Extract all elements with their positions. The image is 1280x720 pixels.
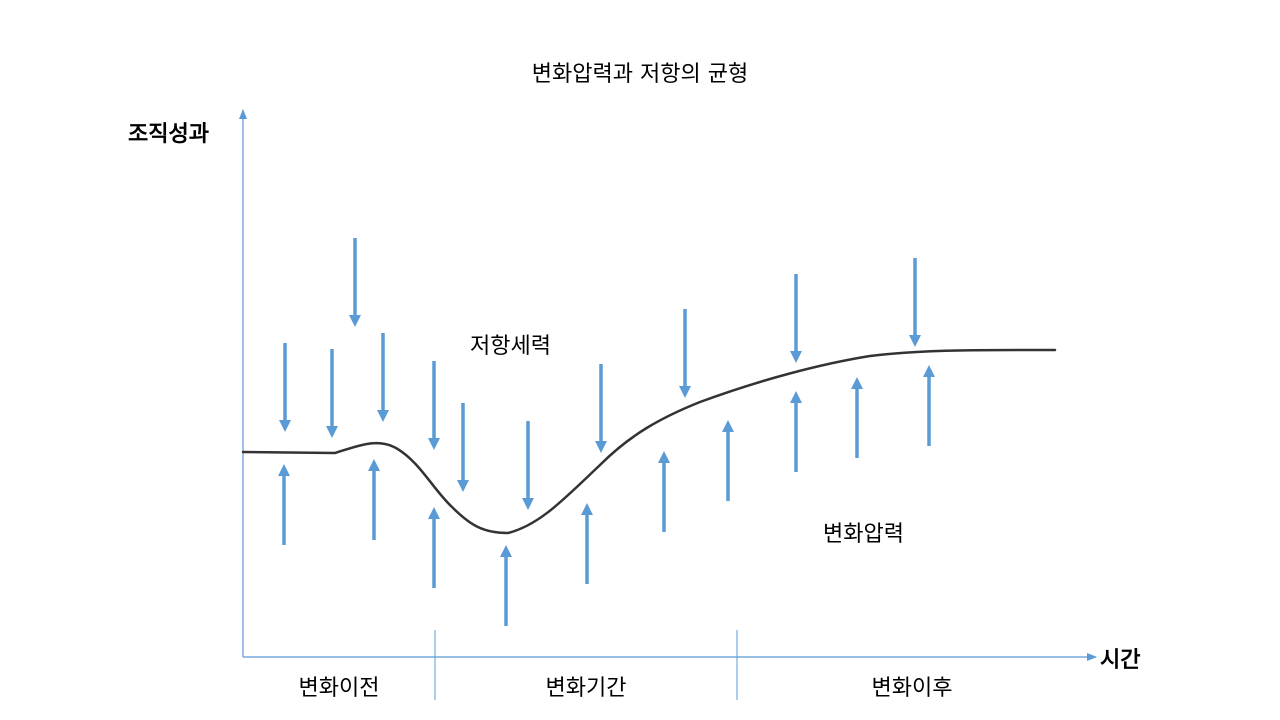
region-label-during-change: 변화기간 [545, 676, 627, 701]
region-label-before-change: 변화이전 [298, 676, 380, 701]
region-label-after-change: 변화이후 [871, 676, 953, 701]
x-axis-label: 시간 [1100, 648, 1141, 673]
change-pressure-label: 변화압력 [823, 522, 904, 547]
resistance-arrows [279, 238, 921, 510]
y-axis-label: 조직성과 [128, 122, 209, 147]
resistance-force-label: 저항세력 [470, 334, 551, 359]
diagram-title: 변화압력과 저항의 균형 [531, 62, 749, 87]
pressure-arrows [278, 365, 935, 626]
performance-curve [241, 348, 1057, 535]
